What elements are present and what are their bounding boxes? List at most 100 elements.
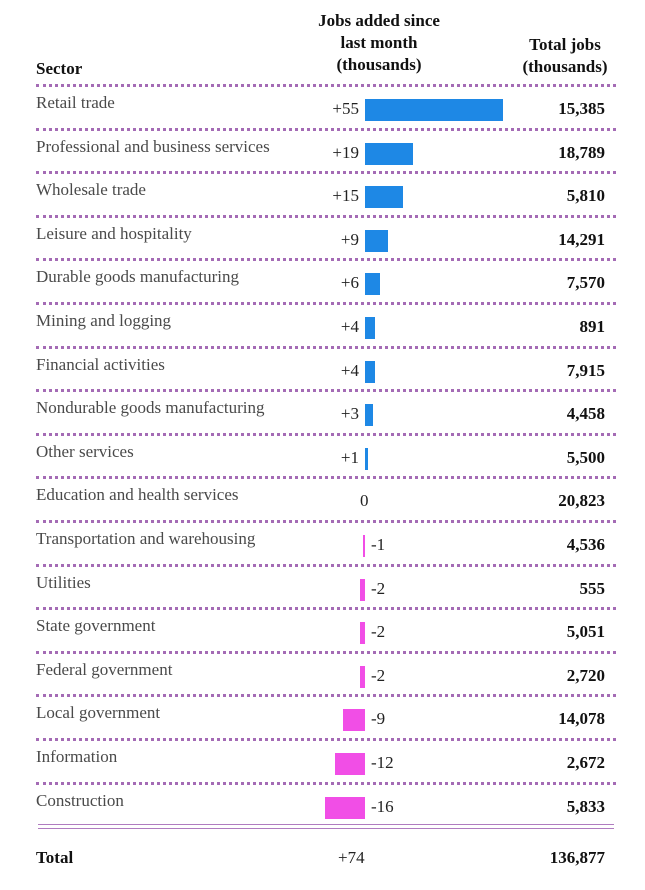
change-value: -2 (371, 622, 386, 642)
row-divider (36, 563, 616, 567)
change-bar (365, 142, 413, 165)
sector-name: Mining and logging (36, 311, 172, 330)
change-value: -16 (371, 796, 394, 816)
change-bar (335, 753, 365, 775)
jobs-added-column-header: Jobs added since last month (thousands) (306, 10, 452, 76)
total-jobs-value: 5,500 (566, 447, 605, 467)
sector-name: State government (36, 616, 156, 636)
row-divider (36, 171, 616, 175)
change-bar (365, 273, 380, 296)
sector-name: Other services (36, 441, 134, 461)
total-jobs-column-header: Total jobs (thousands) (510, 34, 620, 78)
change-bar (360, 622, 365, 645)
total-jobs-value: 891 (579, 317, 606, 336)
change-value: +6 (340, 273, 359, 293)
change-value: +15 (332, 186, 359, 206)
sector-name: Construction (36, 790, 124, 810)
total-jobs-value: 15,385 (558, 99, 605, 118)
total-jobs-value: 7,570 (566, 273, 605, 293)
table-row: State government -2 5,051 (0, 616, 645, 658)
table-row: Mining and logging +4 891 (0, 311, 645, 353)
change-bar (365, 99, 503, 121)
row-divider (36, 345, 616, 349)
sector-name: Retail trade (36, 93, 115, 112)
table-row: Professional and business services +19 18,… (0, 137, 645, 179)
sector-name: Durable goods manufacturing (36, 267, 239, 287)
sector-name: Professional and business services (36, 136, 270, 156)
change-value: +1 (340, 447, 359, 467)
table-row: Wholesale trade +15 5,810 (0, 180, 645, 222)
sector-name: Education and health services (36, 485, 239, 505)
row-divider (36, 302, 616, 305)
table-row: Transportation and warehousing -1 4,536 (0, 529, 645, 571)
table-row: Federal government -2 2,720 (0, 660, 645, 702)
change-value: +19 (332, 142, 359, 162)
total-jobs-value: 5,051 (566, 622, 605, 642)
row-divider (36, 694, 616, 698)
sector-name: Financial activities (36, 354, 165, 374)
table-row: Construction -16 5,833 (0, 791, 645, 833)
total-jobs-header-line1: Total jobs (529, 35, 601, 54)
total-jobs-value: 2,720 (566, 665, 605, 685)
table-row: Nondurable goods manufacturing +3 4,458 (0, 398, 645, 440)
table-row: Leisure and hospitality +9 14,291 (0, 224, 645, 266)
sector-name: Information (36, 747, 118, 766)
change-bar (365, 317, 375, 339)
table-row: Financial activities +4 7,915 (0, 355, 645, 397)
change-bar (325, 796, 365, 819)
row-divider (36, 258, 616, 262)
change-value: -2 (371, 578, 386, 598)
total-jobs-value: 20,823 (558, 491, 605, 511)
row-divider (36, 84, 616, 87)
change-value: +3 (340, 404, 359, 424)
change-value: +4 (340, 360, 359, 380)
total-jobs-value: 5,833 (566, 796, 605, 816)
sector-name: Nondurable goods manufacturing (36, 398, 265, 418)
change-value: -2 (371, 665, 386, 685)
change-value: -9 (371, 709, 386, 729)
table-row: Retail trade +55 15,385 (0, 93, 645, 135)
total-value: 136,877 (549, 848, 605, 867)
change-bar (360, 578, 365, 601)
table-row: Education and health services 0 20,823 (0, 485, 645, 527)
row-divider (36, 214, 616, 218)
row-divider (36, 389, 616, 393)
table-row: Information -12 2,672 (0, 747, 645, 789)
total-jobs-value: 2,672 (566, 753, 605, 772)
jobs-added-header-line1: Jobs added since (318, 11, 440, 30)
row-divider (36, 781, 616, 785)
table-row: Utilities -2 555 (0, 573, 645, 615)
change-value: -1 (371, 535, 386, 554)
change-bar (365, 447, 368, 470)
change-bar (365, 404, 373, 427)
total-jobs-value: 4,536 (566, 535, 605, 554)
row-divider (36, 127, 616, 131)
row-divider (36, 650, 616, 654)
change-bar (360, 665, 365, 688)
sector-column-header: Sector (36, 59, 83, 78)
change-bar (365, 186, 403, 209)
sector-name: Federal government (36, 659, 173, 679)
jobs-added-header-line2: last month (340, 33, 418, 52)
sector-name: Utilities (36, 572, 91, 592)
total-divider (38, 824, 614, 829)
change-value: 0 (360, 491, 369, 511)
change-value: +9 (340, 229, 359, 249)
total-label: Total (36, 848, 74, 867)
total-jobs-value: 4,458 (566, 404, 605, 424)
total-jobs-value: 7,915 (566, 360, 605, 380)
total-jobs-value: 14,078 (558, 709, 605, 729)
row-divider (36, 520, 616, 523)
change-bar (362, 535, 365, 557)
table-row: Durable goods manufacturing +6 7,570 (0, 267, 645, 309)
change-bar (365, 360, 375, 383)
change-bar (342, 709, 365, 732)
total-jobs-value: 14,291 (558, 229, 605, 249)
total-change: +74 (338, 848, 365, 867)
total-row: Total +74 136,877 (0, 834, 645, 876)
sector-name: Leisure and hospitality (36, 223, 192, 243)
sector-name: Transportation and warehousing (36, 529, 256, 548)
jobs-added-header-line3: (thousands) (336, 55, 422, 74)
total-jobs-value: 555 (579, 578, 606, 598)
